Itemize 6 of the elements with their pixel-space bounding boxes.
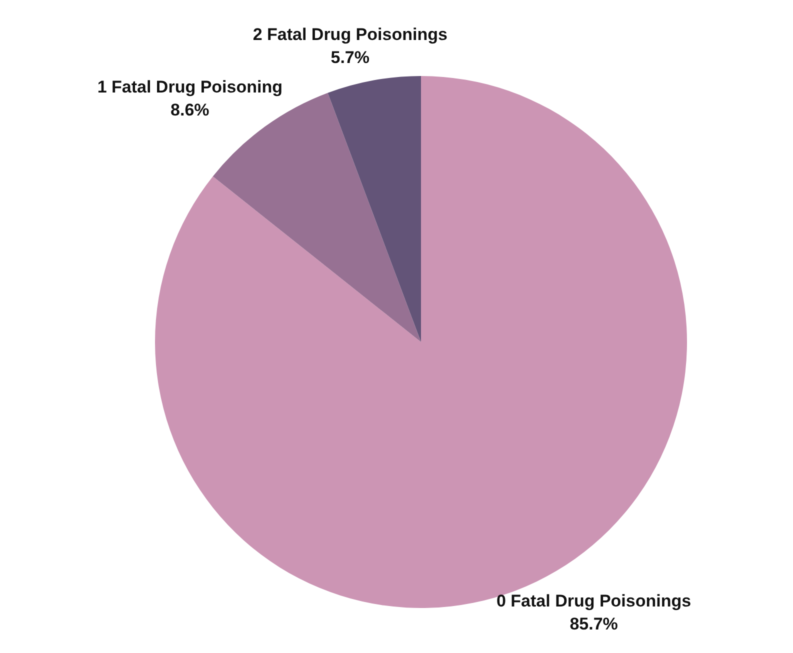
slice-label: 2 Fatal Drug Poisonings — [252, 24, 448, 44]
data-label: 85.7% — [570, 614, 618, 634]
data-label: 5.7% — [330, 48, 370, 67]
slice-label: 0 Fatal Drug Poisonings — [496, 591, 692, 610]
slice-label: 1 Fatal Drug Poisoning — [97, 78, 282, 97]
data-label: 8.6% — [170, 100, 210, 120]
